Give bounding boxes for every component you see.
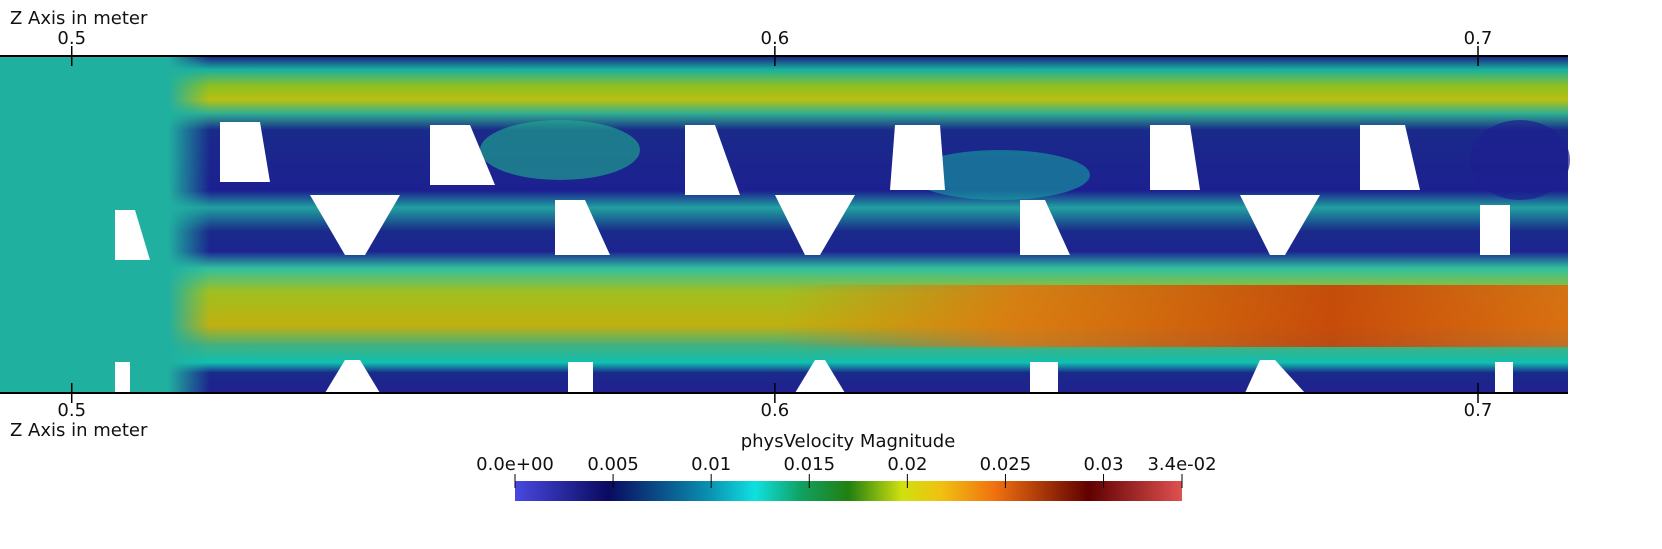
- tick-label: 0.5: [57, 28, 86, 49]
- colorbar: [515, 481, 1182, 501]
- colorbar-tick-label: 0.0e+00: [476, 454, 554, 475]
- colorbar-tick-label: 0.015: [783, 454, 835, 475]
- axis-title: Z Axis in meter: [10, 420, 148, 441]
- colorbar-tick-label: 0.005: [587, 454, 639, 475]
- colorbar-title: physVelocity Magnitude: [741, 431, 956, 452]
- tick-label: 0.6: [761, 400, 790, 421]
- colorbar-tick-label: 0.025: [980, 454, 1032, 475]
- colorbar-tick-label: 0.03: [1083, 454, 1123, 475]
- tick-label: 0.7: [1464, 28, 1493, 49]
- colorbar-tick-label: 0.02: [887, 454, 927, 475]
- axis-title: Z Axis in meter: [10, 8, 148, 29]
- colorbar-tick-label: 0.01: [691, 454, 731, 475]
- tick-label: 0.7: [1464, 400, 1493, 421]
- colorbar-tick-label: 3.4e-02: [1147, 454, 1216, 475]
- velocity-field: [0, 55, 1570, 394]
- tick-label: 0.6: [761, 28, 790, 49]
- tick-label: 0.5: [57, 400, 86, 421]
